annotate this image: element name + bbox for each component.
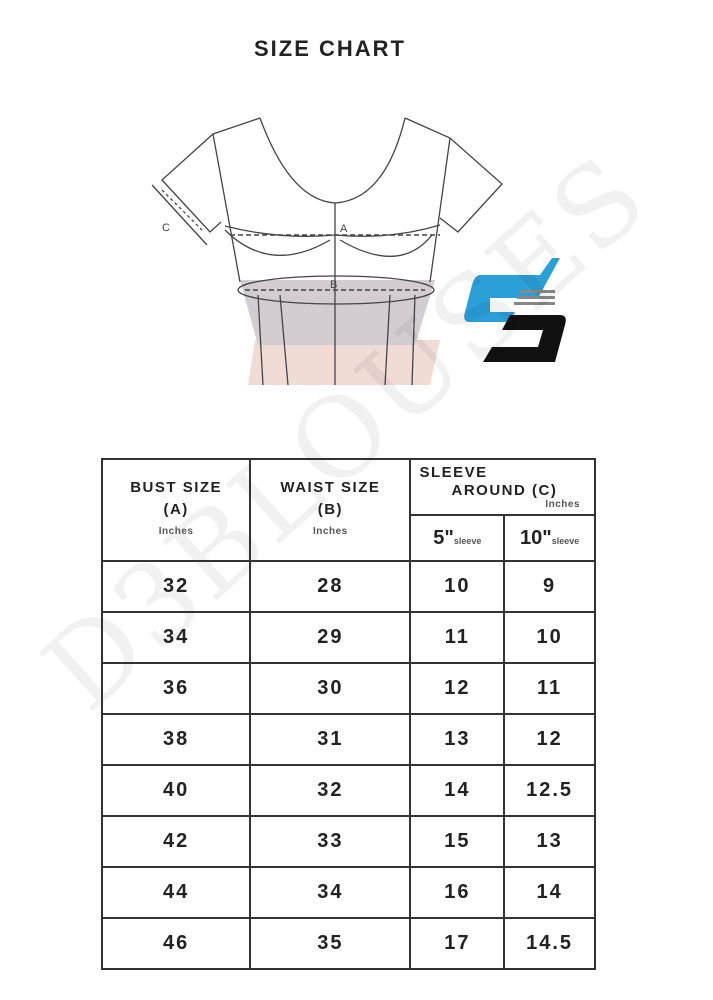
table-row: 46 35 17 14.5: [100, 917, 596, 970]
cell-waist: 34: [249, 866, 412, 919]
cell-waist: 29: [249, 611, 412, 664]
size-table: BUST SIZE (A) Inches WAIST SIZE (B) Inch…: [100, 458, 596, 970]
table-row: 42 33 15 13: [100, 815, 596, 868]
cell-bust: 34: [100, 611, 252, 664]
sleeve5-num: 5": [433, 526, 454, 549]
skirt-shape: [248, 340, 440, 385]
cell-bust: 32: [100, 560, 252, 613]
waist-header-unit: Inches: [313, 526, 348, 537]
cell-waist: 30: [249, 662, 412, 715]
table-row: 44 34 16 14: [100, 866, 596, 919]
bust-header-label: BUST SIZE: [130, 479, 223, 496]
cell-sleeve-10: 11: [503, 662, 596, 715]
sleeve10-label: sleeve: [551, 535, 580, 546]
sleeve10-num: 10": [519, 526, 552, 549]
table-row: 38 31 13 12: [100, 713, 596, 766]
sleeve-header-line2: AROUND: [451, 482, 527, 499]
cell-sleeve-5: 12: [409, 662, 506, 715]
header-sleeve: SLEEVE AROUND (C) Inches: [409, 458, 596, 516]
waist-band-shape: [240, 280, 435, 345]
blouse-measurement-diagram: C A B: [151, 117, 566, 386]
cell-sleeve-5: 10: [409, 560, 506, 613]
bust-header-unit: Inches: [158, 526, 194, 537]
cell-sleeve-10: 13: [503, 815, 596, 868]
header-sleeve-10: 10"sleeve: [503, 514, 596, 562]
header-sleeve-5: 5"sleeve: [409, 514, 506, 562]
cell-bust: 36: [100, 662, 252, 715]
cell-bust: 40: [100, 764, 252, 817]
waist-header-code: (B): [317, 501, 344, 518]
cell-sleeve-5: 14: [409, 764, 506, 817]
sleeve-label: C: [162, 222, 170, 234]
table-row: 36 30 12 11: [100, 662, 596, 715]
cell-waist: 35: [249, 917, 412, 970]
cell-sleeve-5: 13: [409, 713, 506, 766]
table-row: 32 28 10 9: [100, 560, 596, 613]
cell-sleeve-5: 17: [409, 917, 506, 970]
cell-waist: 31: [249, 713, 412, 766]
cell-bust: 42: [100, 815, 252, 868]
table-row: 40 32 14 12.5: [100, 764, 596, 817]
bust-header-code: (A): [163, 501, 189, 518]
sleeve-header-code: (C): [532, 482, 558, 499]
cell-sleeve-5: 11: [409, 611, 506, 664]
cell-sleeve-10: 12: [503, 713, 596, 766]
cell-sleeve-10: 14.5: [503, 917, 596, 970]
cell-sleeve-10: 9: [503, 560, 596, 613]
page-title: SIZE CHART: [254, 36, 406, 61]
cell-bust: 38: [100, 713, 252, 766]
cell-sleeve-5: 15: [409, 815, 506, 868]
brand-logo: [464, 258, 566, 362]
table-row: 34 29 11 10: [100, 611, 596, 664]
waist-header-label: WAIST SIZE: [280, 479, 381, 496]
cell-bust: 44: [100, 866, 252, 919]
header-bust: BUST SIZE (A) Inches: [100, 458, 252, 562]
sleeve-header-line1: SLEEVE: [419, 464, 488, 481]
sleeve-header-unit: Inches: [545, 499, 580, 510]
cell-waist: 28: [249, 560, 412, 613]
cell-waist: 33: [249, 815, 412, 868]
cell-sleeve-10: 12.5: [503, 764, 596, 817]
cell-sleeve-10: 10: [503, 611, 596, 664]
cell-sleeve-5: 16: [409, 866, 506, 919]
cell-waist: 32: [249, 764, 412, 817]
header-waist: WAIST SIZE (B) Inches: [249, 458, 412, 562]
cell-bust: 46: [100, 917, 252, 970]
waist-label: B: [330, 279, 337, 291]
cell-sleeve-10: 14: [503, 866, 596, 919]
bust-label: A: [340, 223, 348, 235]
sleeve5-label: sleeve: [453, 535, 482, 546]
